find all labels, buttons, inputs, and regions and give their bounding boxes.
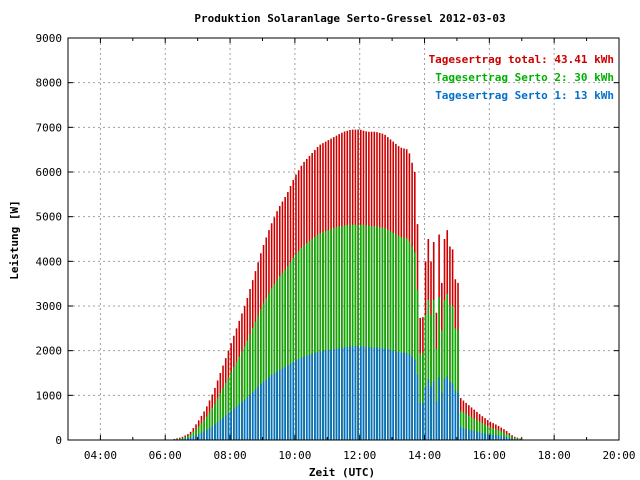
y-tick-label: 0: [55, 434, 62, 447]
chart-title: Produktion Solaranlage Serto-Gressel 201…: [194, 12, 505, 25]
x-tick-label: 12:00: [343, 449, 376, 462]
legend-entry: Tagesertrag Serto 1: 13 kWh: [435, 89, 614, 102]
plot-frame: [67, 37, 620, 441]
bar-series: [170, 129, 521, 440]
y-tick-label: 5000: [36, 211, 63, 224]
y-axis-label: Leistung [W]: [8, 200, 21, 279]
x-tick-label: 18:00: [538, 449, 571, 462]
y-tick-label: 2000: [36, 345, 63, 358]
y-tick-label: 1000: [36, 389, 63, 402]
y-tick-label: 6000: [36, 166, 63, 179]
x-tick-label: 10:00: [278, 449, 311, 462]
y-tick-label: 9000: [36, 32, 63, 45]
legend-entry: Tagesertrag total: 43.41 kWh: [429, 53, 614, 66]
x-tick-label: 06:00: [149, 449, 182, 462]
y-tick-label: 7000: [36, 121, 63, 134]
legend: Tagesertrag total: 43.41 kWh Tagesertrag …: [429, 53, 614, 102]
legend-entry: Tagesertrag Serto 2: 30 kWh: [435, 71, 614, 84]
y-tick-label: 4000: [36, 255, 63, 268]
x-tick-label: 16:00: [473, 449, 506, 462]
x-axis-label: Zeit (UTC): [309, 466, 375, 479]
x-tick-label: 04:00: [84, 449, 117, 462]
grid-lines: [68, 38, 620, 440]
x-tick-label: 08:00: [213, 449, 246, 462]
y-tick-label: 8000: [36, 77, 63, 90]
x-tick-label: 20:00: [602, 449, 635, 462]
y-tick-label: 3000: [36, 300, 63, 313]
x-tick-label: 14:00: [408, 449, 441, 462]
axis-ticks: 0 1000 2000 3000 4000 5000 6000 7000 8000 9000 04:…: [36, 32, 636, 462]
